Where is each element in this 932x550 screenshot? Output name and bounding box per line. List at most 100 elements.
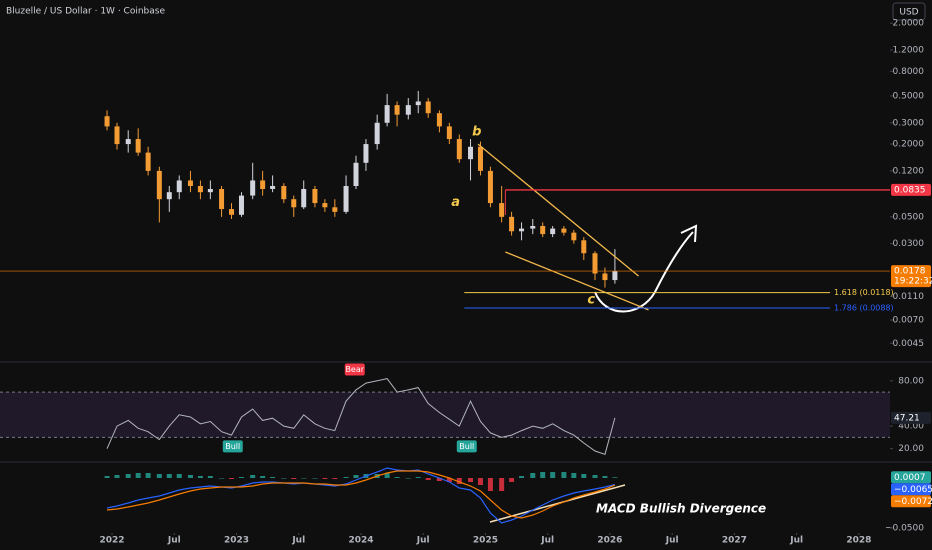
histogram-bar xyxy=(561,472,567,478)
histogram-bar xyxy=(612,477,618,478)
x-tick-label: Jul xyxy=(416,536,430,546)
candle-body xyxy=(114,126,120,145)
histogram-bar xyxy=(571,473,577,478)
candle-body xyxy=(405,105,411,115)
wave-label: a xyxy=(451,195,460,210)
y-tick-label: 1.2000 xyxy=(893,45,925,55)
histogram-bar xyxy=(519,476,525,478)
candle-body xyxy=(291,199,297,208)
histogram-bar xyxy=(301,478,307,479)
candle-body xyxy=(219,188,225,210)
macd-tag: −0.0072 xyxy=(894,497,932,507)
candle-body xyxy=(530,226,536,229)
candle-body xyxy=(477,146,483,171)
y-tick-label: 0.1200 xyxy=(893,166,925,176)
x-tick-label: 2028 xyxy=(846,536,871,546)
last-price: 0.0178 xyxy=(894,267,926,277)
candle-body xyxy=(125,139,131,145)
histogram-bar xyxy=(353,475,359,478)
histogram-bar xyxy=(415,477,421,478)
y-tick-label: 0.0500 xyxy=(893,212,925,222)
histogram-bar xyxy=(135,473,141,478)
fib-label: 1.618 (0.0118) xyxy=(834,288,894,297)
x-tick-label: 2025 xyxy=(473,536,498,546)
histogram-bar xyxy=(156,474,162,478)
histogram-bar xyxy=(104,476,110,478)
histogram-bar xyxy=(250,475,256,478)
histogram-bar xyxy=(602,476,608,478)
candle-body xyxy=(415,101,421,106)
candle-body xyxy=(353,162,359,186)
histogram-bar xyxy=(436,478,442,481)
candle-body xyxy=(384,105,390,123)
macd-tag-box xyxy=(891,483,931,496)
histogram-bar xyxy=(581,474,587,478)
histogram-bar xyxy=(530,473,536,478)
x-tick-label: Jul xyxy=(665,536,679,546)
histogram-bar xyxy=(332,478,338,479)
histogram-bar xyxy=(592,475,598,478)
histogram-bar xyxy=(468,478,474,482)
candle-body xyxy=(592,253,598,274)
signal-label: Bear xyxy=(345,365,364,374)
histogram-bar xyxy=(281,478,287,479)
rsi-band xyxy=(0,392,890,438)
macd-tag: −0.0065 xyxy=(894,485,932,495)
candle-body xyxy=(135,139,141,153)
currency-button[interactable]: USD xyxy=(892,2,926,21)
last-price-box xyxy=(891,265,931,288)
candle-body xyxy=(343,185,349,212)
y-tick-label: 20.00 xyxy=(898,444,924,454)
macd-line xyxy=(106,467,616,524)
histogram-bar xyxy=(312,478,318,479)
candle-body xyxy=(487,170,493,204)
signal-label: Bull xyxy=(459,442,474,451)
candle-body xyxy=(145,152,151,171)
histogram-bar xyxy=(343,477,349,478)
currency-box[interactable] xyxy=(892,2,926,21)
histogram-bar xyxy=(477,478,483,485)
candle-body xyxy=(229,209,235,215)
histogram-bar xyxy=(425,478,431,480)
macd-annotation: MACD Bullish Divergence xyxy=(596,502,766,516)
histogram-bar xyxy=(176,474,182,478)
candle-body xyxy=(187,180,193,186)
y-tick-label: 0.0045 xyxy=(893,339,925,349)
rsi-tag: 47.21 xyxy=(894,413,920,423)
candle-body xyxy=(436,113,442,127)
currency-label[interactable]: USD xyxy=(899,8,918,18)
candle-body xyxy=(394,105,400,115)
histogram-bar xyxy=(238,477,244,478)
candle-body xyxy=(446,126,452,140)
x-tick-label: 2026 xyxy=(597,536,622,546)
candle-body xyxy=(270,185,276,189)
y-tick-label: 40.00 xyxy=(898,422,924,432)
candle-body xyxy=(260,180,266,189)
signal-label: Bull xyxy=(225,442,240,451)
candle-body xyxy=(238,195,244,215)
histogram-bar xyxy=(260,476,266,478)
histogram-bar xyxy=(229,478,235,479)
level-tag: 0.0835 xyxy=(894,185,926,195)
arrow-head xyxy=(680,224,698,243)
macd-tag-box xyxy=(891,471,931,484)
histogram-bar xyxy=(499,478,505,491)
histogram-bar xyxy=(456,478,462,484)
signal-box xyxy=(456,440,477,453)
histogram-bar xyxy=(125,474,131,478)
candle-body xyxy=(468,146,474,160)
candle-body xyxy=(166,192,172,200)
histogram-bar xyxy=(197,476,203,478)
signal-box xyxy=(344,363,365,376)
countdown: 19:22:32 xyxy=(894,277,932,287)
x-tick-label: 2023 xyxy=(224,536,249,546)
x-tick-label: 2024 xyxy=(348,536,373,546)
histogram-bar xyxy=(540,472,546,478)
candle-body xyxy=(581,240,587,254)
histogram-bar xyxy=(187,475,193,478)
wave-label: c xyxy=(587,292,595,307)
candle-body xyxy=(250,180,256,196)
candle-body xyxy=(499,203,505,217)
histogram-bar xyxy=(394,477,400,478)
candle-body xyxy=(312,188,318,204)
